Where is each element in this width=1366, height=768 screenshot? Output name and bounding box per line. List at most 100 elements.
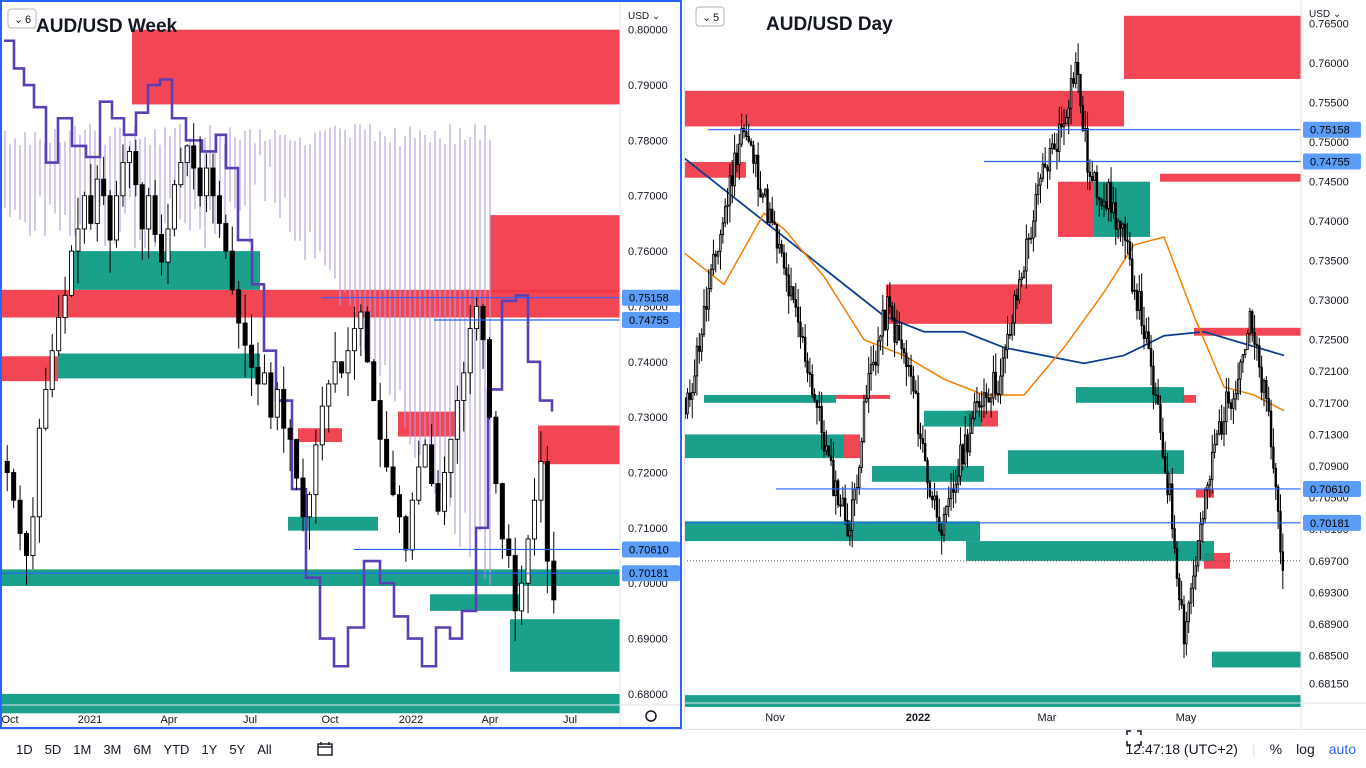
daily-chart-canvas[interactable]: 0.76500 0.76000 0.75500 0.75000 0.74500 0.740… (684, 0, 1366, 729)
time-tick-label: Nov (765, 712, 785, 724)
log-toggle[interactable]: log (1296, 741, 1315, 757)
range-ytd-button[interactable]: YTD (163, 741, 190, 757)
candle-body (1069, 78, 1073, 109)
candle-body (865, 397, 868, 403)
candle-body (23, 532, 30, 556)
ichimoku-cloud-bar (444, 143, 446, 518)
candle-body (1178, 577, 1181, 601)
zone-1 (684, 161, 746, 178)
price-tick-label: 0.68000 (628, 689, 668, 701)
candle-body (351, 328, 357, 352)
candle-body (987, 397, 990, 403)
candle-body (907, 365, 910, 368)
candle-body (728, 175, 732, 206)
zone-5 (886, 284, 1052, 324)
candle-body (152, 195, 158, 235)
candle-body (30, 516, 36, 556)
zone-19 (1076, 387, 1184, 403)
price-label-box[interactable] (622, 541, 680, 558)
candle-body (371, 361, 377, 402)
candle-body (1046, 166, 1049, 172)
range-1y-button[interactable]: 1Y (201, 741, 218, 757)
candle-body (538, 460, 544, 501)
candle-body (996, 393, 1000, 396)
candle-body (702, 305, 706, 335)
candle-body (1072, 78, 1075, 84)
ichimoku-cloud-bar (29, 144, 31, 236)
candle-body (1180, 599, 1183, 606)
ichimoku-cloud-bar (44, 143, 46, 237)
percent-toggle[interactable]: % (1269, 741, 1283, 757)
candle-body (1255, 343, 1259, 346)
price-label-box[interactable] (1303, 514, 1361, 531)
range-5y-button[interactable]: 5Y (229, 741, 246, 757)
candle-body (1008, 333, 1012, 336)
auto-scale-toggle[interactable]: auto (1328, 741, 1356, 757)
candle-body (223, 222, 229, 252)
candle-body (184, 145, 190, 163)
candle-body (1015, 295, 1019, 301)
weekly-chart-canvas[interactable]: 0.800000.790000.780000.770000.760000.750… (2, 2, 680, 727)
candle-body (88, 195, 94, 224)
candle-body (1199, 523, 1202, 542)
price-tick-label: 0.68500 (1309, 651, 1349, 663)
ichimoku-cloud-bar (74, 126, 76, 237)
ichimoku-cloud-bar (134, 125, 136, 249)
candle-body (1175, 547, 1179, 579)
fullscreen-icon[interactable] (1125, 730, 1142, 746)
ichimoku-cloud-bar (394, 127, 396, 402)
price-label-box[interactable] (622, 312, 680, 329)
zone-18 (1008, 450, 1184, 474)
zone-0 (684, 90, 1124, 127)
price-label-box[interactable] (622, 289, 680, 306)
candle-body (326, 383, 332, 407)
range-1m-button[interactable]: 1M (73, 741, 92, 757)
candle-body (1243, 349, 1247, 356)
candle-body (1145, 331, 1148, 339)
range-3m-button[interactable]: 3M (103, 741, 122, 757)
candle-body (403, 516, 409, 551)
collapse-badge[interactable] (7, 8, 37, 29)
candle-body (1159, 403, 1162, 433)
ichimoku-cloud-bar (219, 135, 221, 235)
ichimoku-cloud-bar (454, 143, 456, 535)
price-label-box[interactable] (1303, 153, 1361, 170)
chart-title: AUD/USD Week (36, 16, 178, 37)
ichimoku-cloud-bar (409, 126, 411, 445)
candle-body (75, 228, 81, 252)
candle-body (940, 530, 943, 536)
clock-display[interactable]: 12:47:18 (UTC+2) (1125, 741, 1238, 757)
ichimoku-cloud-bar (434, 131, 436, 494)
price-label-box[interactable] (622, 565, 680, 582)
zone-5 (398, 411, 458, 437)
ichimoku-cloud-bar (129, 140, 131, 198)
candle-body (409, 499, 415, 551)
go-to-date-icon[interactable] (316, 741, 334, 757)
settings-gear-icon[interactable] (645, 710, 657, 722)
candle-body (766, 188, 769, 223)
candle-body (973, 401, 976, 419)
candle-body (1128, 241, 1132, 260)
price-label-value: 0.74755 (1310, 157, 1350, 169)
weekly-chart-pane[interactable]: 0.80000 0.79000 0.78000 0.77000 0.76000 0.750… (0, 0, 682, 729)
collapse-badge[interactable] (695, 6, 725, 27)
candle-body (1121, 223, 1125, 229)
ichimoku-cloud-bar (419, 130, 421, 455)
candle-body (1076, 61, 1080, 76)
zone-20 (684, 521, 980, 542)
candle-body (146, 195, 152, 230)
candle-body (1272, 446, 1275, 469)
candle-body (909, 365, 913, 377)
chevron-down-icon: ⌄ (702, 12, 711, 24)
range-all-button[interactable]: All (257, 741, 272, 757)
range-6m-button[interactable]: 6M (133, 741, 152, 757)
candle-body (1234, 393, 1237, 400)
range-5d-button[interactable]: 5D (44, 741, 62, 757)
price-label-box[interactable] (1303, 121, 1361, 138)
candle-body (1088, 171, 1092, 177)
candle-body (756, 154, 760, 190)
range-1d-button[interactable]: 1D (16, 741, 33, 757)
candle-body (763, 188, 767, 196)
price-label-box[interactable] (1303, 480, 1361, 497)
daily-chart-pane[interactable]: 0.76500 0.76000 0.75500 0.75000 0.74500 0.740… (684, 0, 1366, 729)
